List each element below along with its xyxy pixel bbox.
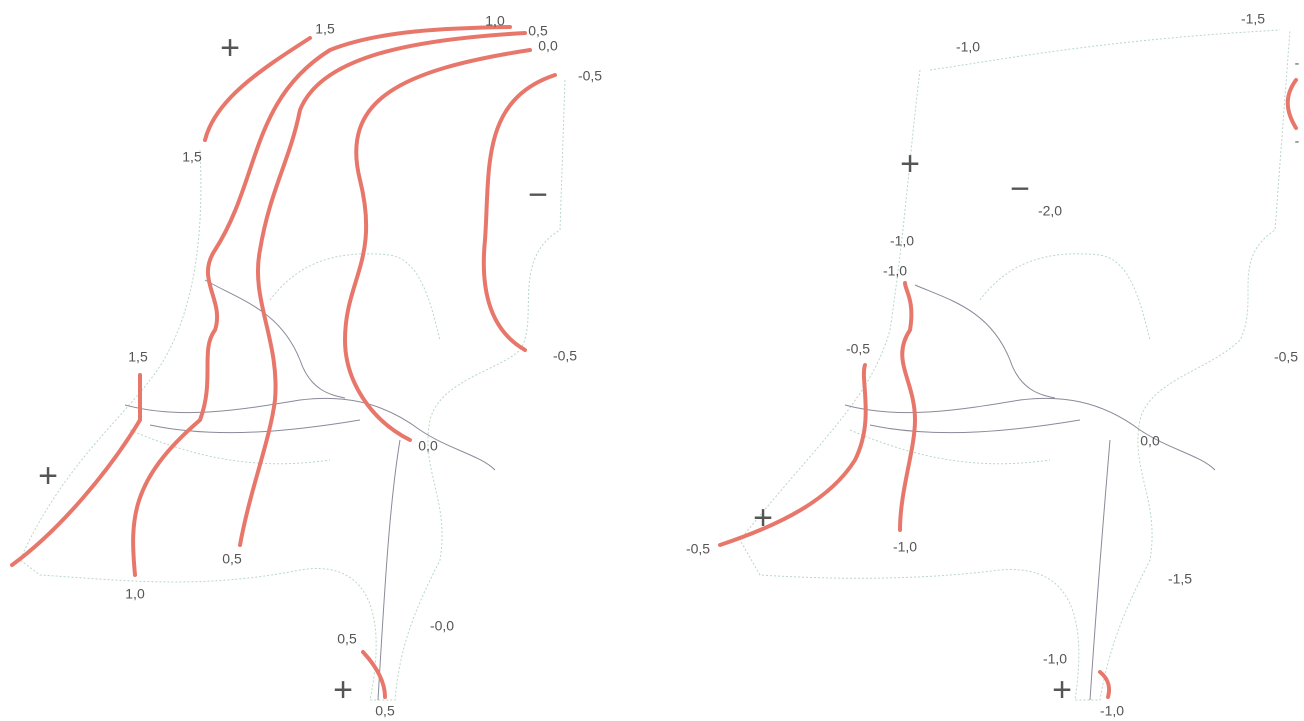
isoline <box>1285 78 1298 130</box>
isoline-label: -0,5 <box>553 348 577 364</box>
sign: + <box>38 457 58 495</box>
isoline <box>361 650 387 699</box>
isoline-label: 0,0 <box>418 438 438 454</box>
isoline-label: -0,0 <box>430 618 454 634</box>
inland-border <box>129 253 441 465</box>
isoline-label: - <box>1295 55 1300 71</box>
sign: + <box>220 29 240 67</box>
isoline-label: -1,0 <box>1100 703 1124 719</box>
isoline-label: -1,0 <box>890 233 914 249</box>
coastline <box>739 29 1291 701</box>
coastline <box>19 79 566 701</box>
isoline <box>481 73 557 352</box>
sign: + <box>333 671 353 709</box>
isoline <box>342 48 532 442</box>
sign: + <box>753 499 773 537</box>
isoline-label: - <box>1295 133 1300 149</box>
isoline <box>238 31 527 547</box>
isoline-label: -1,0 <box>956 39 980 55</box>
isoline-label: -1,0 <box>893 539 917 555</box>
isoline-label: 0,0 <box>1140 433 1160 449</box>
river <box>124 279 496 701</box>
isoline <box>898 281 918 532</box>
sign: − <box>528 176 548 214</box>
inland-border <box>849 29 1281 465</box>
isoline-label: -2,0 <box>1038 203 1062 219</box>
isoline-label: 1,5 <box>182 149 202 165</box>
isoline-label: 0,5 <box>222 551 242 567</box>
isoline <box>718 363 868 547</box>
isoline-label: 1,5 <box>315 21 335 37</box>
isoline-label: -1,0 <box>1043 651 1067 667</box>
isoline-label: -1,5 <box>1241 11 1265 27</box>
right-map: -1,0 -1,5 -2,0 -1,0 -1,0 -0,5 -0,5 0,0 -… <box>686 11 1300 719</box>
isoline-label: 0,0 <box>538 38 558 54</box>
isoline-label: -1,5 <box>1168 571 1192 587</box>
sign: + <box>1052 671 1072 709</box>
isoline-label: 0,5 <box>528 23 548 39</box>
sign: − <box>1010 170 1030 208</box>
isoline-label: 0,5 <box>337 631 357 647</box>
isoline-label: -1,0 <box>883 263 907 279</box>
isoline-label: 0,5 <box>375 703 395 719</box>
isoline-label: 1,0 <box>125 586 145 602</box>
isoline-label: -0,5 <box>686 541 710 557</box>
isoline-label: -0,5 <box>578 68 602 84</box>
isoline-label: 1,5 <box>128 349 148 365</box>
isoline-label: -0,5 <box>1274 349 1298 365</box>
isoline-label: 1,0 <box>485 13 505 29</box>
isoline <box>1098 670 1111 699</box>
sign: + <box>900 145 920 183</box>
isoline <box>10 373 142 567</box>
isoline <box>131 25 512 577</box>
isoline-label: -0,5 <box>846 341 870 357</box>
isoline <box>203 36 312 142</box>
left-map: 1,5 1,0 0,5 0,0 -0,5 1,5 1,5 -0,5 0,0 0,… <box>10 13 602 719</box>
river <box>844 284 1216 701</box>
